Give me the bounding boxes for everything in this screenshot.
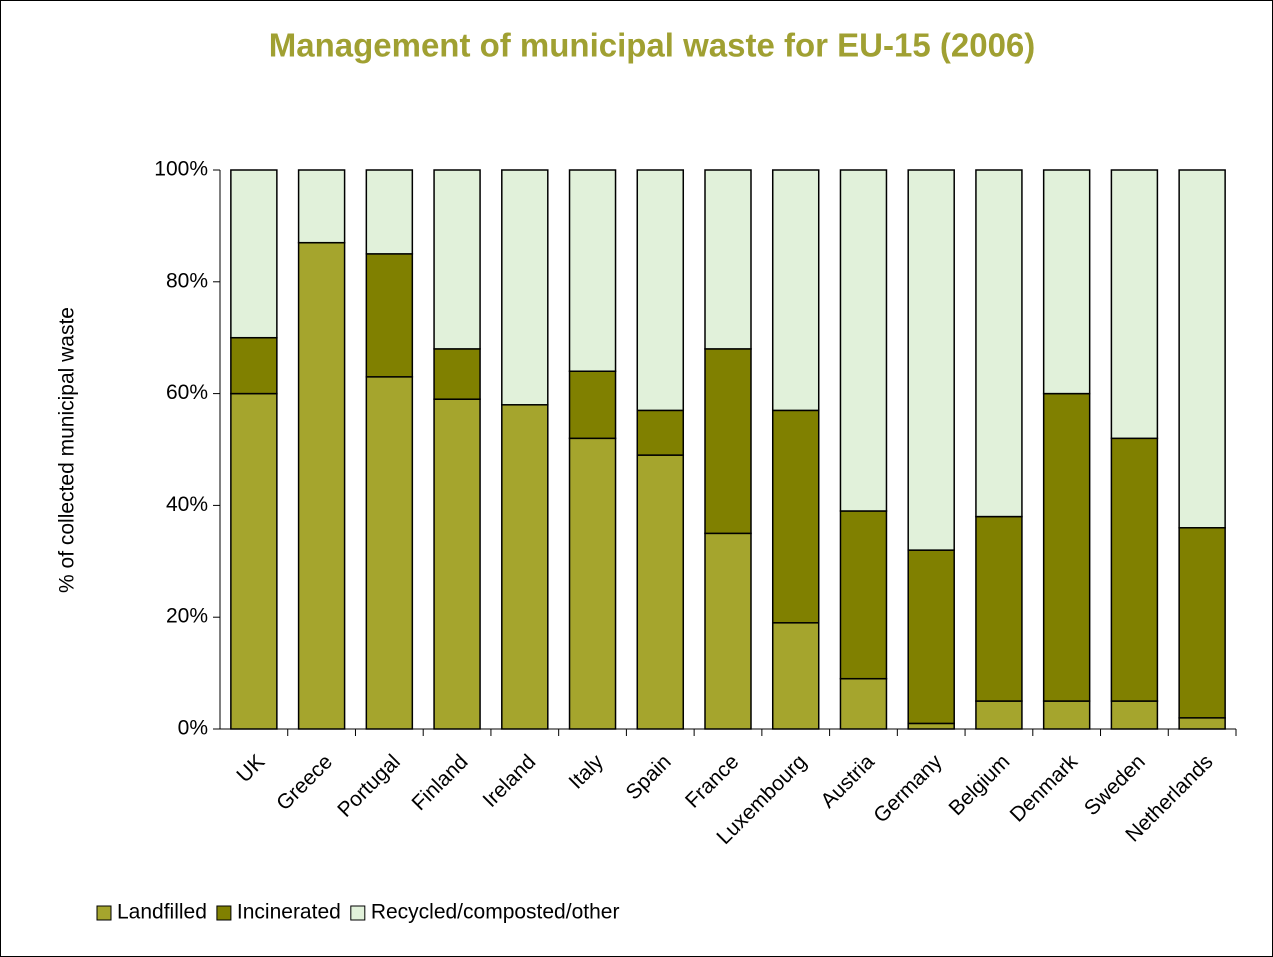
bar-segment [1110, 437, 1159, 702]
y-tick-label: 20% [166, 605, 208, 628]
bar-segment [839, 510, 888, 680]
bar-segment [704, 348, 752, 535]
bar-segment [975, 700, 1023, 730]
y-tick-label: 100% [154, 158, 208, 181]
bar-segment [839, 169, 888, 512]
bar-segment [907, 549, 955, 725]
bar-segment [975, 169, 1023, 518]
bar-segment [501, 404, 549, 730]
bar-segment [1178, 717, 1226, 730]
y-tick-label: 0% [178, 717, 208, 740]
legend-swatch [216, 905, 232, 921]
bar-segment [1042, 700, 1091, 730]
bar-segment [771, 409, 820, 624]
y-tick-label: 40% [166, 493, 208, 516]
legend-swatch [96, 905, 112, 921]
bar-segment [1042, 169, 1091, 395]
y-tick-label: 60% [166, 381, 208, 404]
bar-segment [771, 169, 820, 412]
chart-title: Management of municipal waste for EU-15 … [269, 27, 1036, 64]
bar-segment [568, 437, 617, 730]
bar-segment [907, 722, 955, 730]
bar-segment [1110, 700, 1159, 730]
legend-label: Recycled/composted/other [371, 901, 620, 924]
bar-segment [297, 241, 346, 730]
legend-label: Landfilled [117, 901, 207, 924]
bar-segment [501, 169, 549, 406]
bar-segment [636, 169, 685, 412]
bar-segment [975, 515, 1023, 702]
legend-swatch [350, 905, 366, 921]
bar-segment [1042, 392, 1091, 702]
bar-segment [839, 677, 888, 730]
bar-segment [636, 454, 685, 730]
bar-segment [1110, 169, 1159, 440]
bar-segment [704, 532, 752, 730]
y-tick-label: 80% [166, 269, 208, 292]
bar-segment [365, 169, 414, 255]
bar-segment [907, 169, 955, 551]
bar-segment [636, 409, 685, 456]
bar-segment [365, 253, 414, 378]
bar-segment [230, 336, 278, 395]
legend-label: Incinerated [237, 901, 341, 924]
bar-segment [433, 398, 481, 730]
bar-segment [568, 169, 617, 372]
bar-segment [297, 169, 346, 244]
bar-segment [704, 169, 752, 350]
bar-segment [771, 622, 820, 730]
bar-segment [1178, 169, 1226, 529]
bar-segment [433, 348, 481, 400]
bar-segment [433, 169, 481, 350]
bar-segment [230, 169, 278, 339]
bar-segment [1178, 527, 1226, 719]
bar-segment [230, 392, 278, 730]
bar-segment [568, 370, 617, 440]
y-axis-label: % of collected municipal waste [56, 307, 79, 593]
bar-segment [365, 376, 414, 730]
